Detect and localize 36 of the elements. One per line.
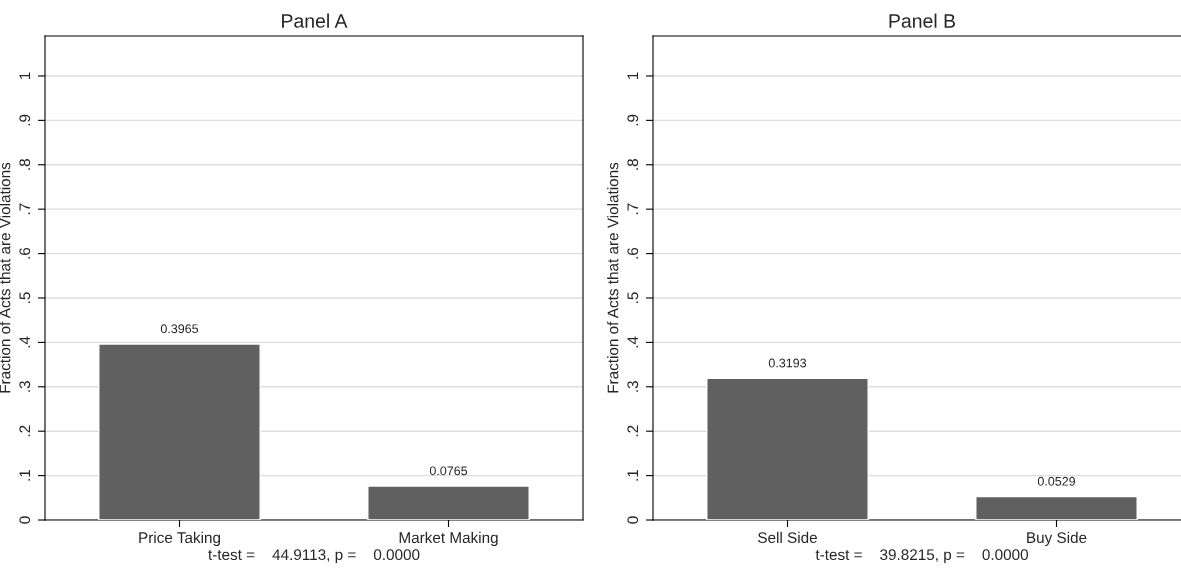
data-label: 0.0765: [429, 466, 468, 476]
y-tick-label: .8: [627, 159, 639, 170]
y-tick-label: .4: [19, 336, 31, 348]
data-label: 0.0529: [1037, 476, 1076, 486]
y-tick-label: 1: [19, 72, 31, 80]
y-tick-label: .9: [19, 114, 31, 126]
data-label: 0.3193: [768, 358, 807, 368]
y-tick-label: 0: [19, 516, 31, 524]
x-tick-label: Buy Side: [1027, 531, 1087, 547]
y-tick-label: .7: [19, 203, 31, 215]
y-tick-label: .5: [627, 292, 639, 303]
y-tick-label: 0: [627, 516, 639, 524]
y-tick-label: .3: [19, 381, 31, 392]
y-tick-label: .4: [627, 336, 639, 348]
y-tick-label: .2: [627, 425, 639, 437]
y-tick-label: .2: [19, 425, 31, 437]
y-tick-label: .3: [627, 381, 639, 392]
y-tick-label: .1: [19, 469, 31, 481]
y-tick-label: .6: [19, 247, 31, 259]
y-tick-label: 1: [627, 72, 639, 80]
y-axis-title: Fraction of Acts that are Violations: [607, 162, 619, 393]
x-tick-label: Price Taking: [139, 531, 220, 547]
y-tick-label: .5: [19, 292, 31, 303]
chart-title: Panel B: [889, 13, 956, 28]
y-tick-label: .7: [627, 203, 639, 215]
x-axis-title: t-test = 39.8215, p = 0.0000: [815, 549, 1028, 564]
y-tick-label: .6: [627, 247, 639, 259]
y-axis-title: Fraction of Acts that are Violations: [0, 162, 11, 393]
x-tick-label: Sell Side: [758, 531, 817, 544]
x-tick-label: Market Making: [399, 531, 498, 547]
x-axis-title: t-test = 44.9113, p = 0.0000: [208, 549, 420, 564]
chart-title: Panel A: [282, 13, 348, 28]
y-tick-label: .9: [627, 114, 639, 126]
data-label: 0.3965: [160, 324, 199, 334]
y-tick-label: .8: [19, 159, 31, 170]
y-tick-label: .1: [627, 469, 639, 481]
